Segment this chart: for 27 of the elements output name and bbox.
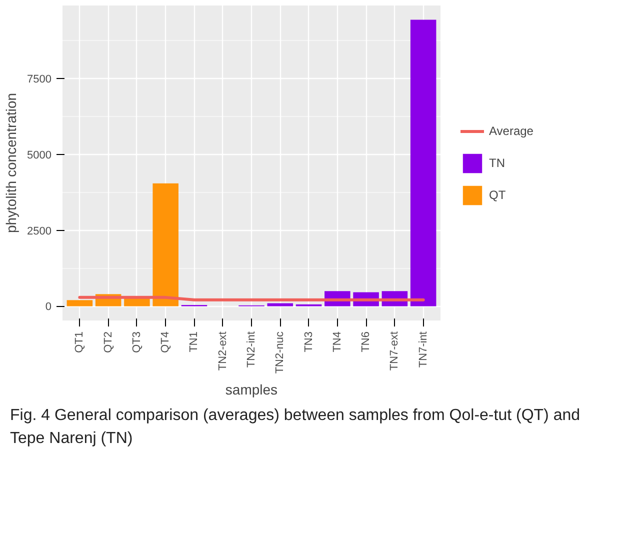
x-tick-label: TN2-ext — [216, 331, 229, 371]
x-tick-label: TN3 — [302, 332, 315, 352]
caption: Fig. 4 General comparison (averages) between samples from Qol-e-tut (QT) and Tepe Narenj (TN) — [10, 406, 582, 449]
x-tick-label: TN2-int — [246, 332, 258, 368]
x-tick-label: QT3 — [130, 331, 143, 353]
y-tick-label: 0 — [45, 301, 52, 314]
x-tick-label: TN1 — [188, 332, 200, 352]
legend-label: Average — [489, 124, 534, 138]
y-tick-label: 7500 — [27, 74, 52, 86]
x-tick-label: TN7-ext — [388, 331, 401, 371]
x-tick-label: QT2 — [102, 331, 114, 353]
legend-label: TN — [489, 156, 506, 170]
x-tick-label: TN7-int — [417, 332, 430, 368]
x-tick-label: TN2-nuc — [274, 331, 286, 374]
y-tick-label: 2500 — [27, 225, 52, 238]
x-tick-label: QT1 — [74, 331, 86, 353]
bar — [267, 303, 294, 306]
x-tick-label: TN6 — [360, 332, 372, 352]
legend-label: QT — [489, 188, 507, 202]
x-axis-title: samples — [225, 382, 278, 398]
bar — [410, 20, 436, 306]
y-tick-label: 5000 — [27, 150, 52, 162]
x-tick-label: QT4 — [160, 331, 172, 353]
bar — [66, 300, 93, 306]
x-tick-label: TN4 — [331, 332, 344, 352]
y-axis-title: phytolith concentration — [3, 92, 20, 234]
bar — [152, 183, 178, 306]
